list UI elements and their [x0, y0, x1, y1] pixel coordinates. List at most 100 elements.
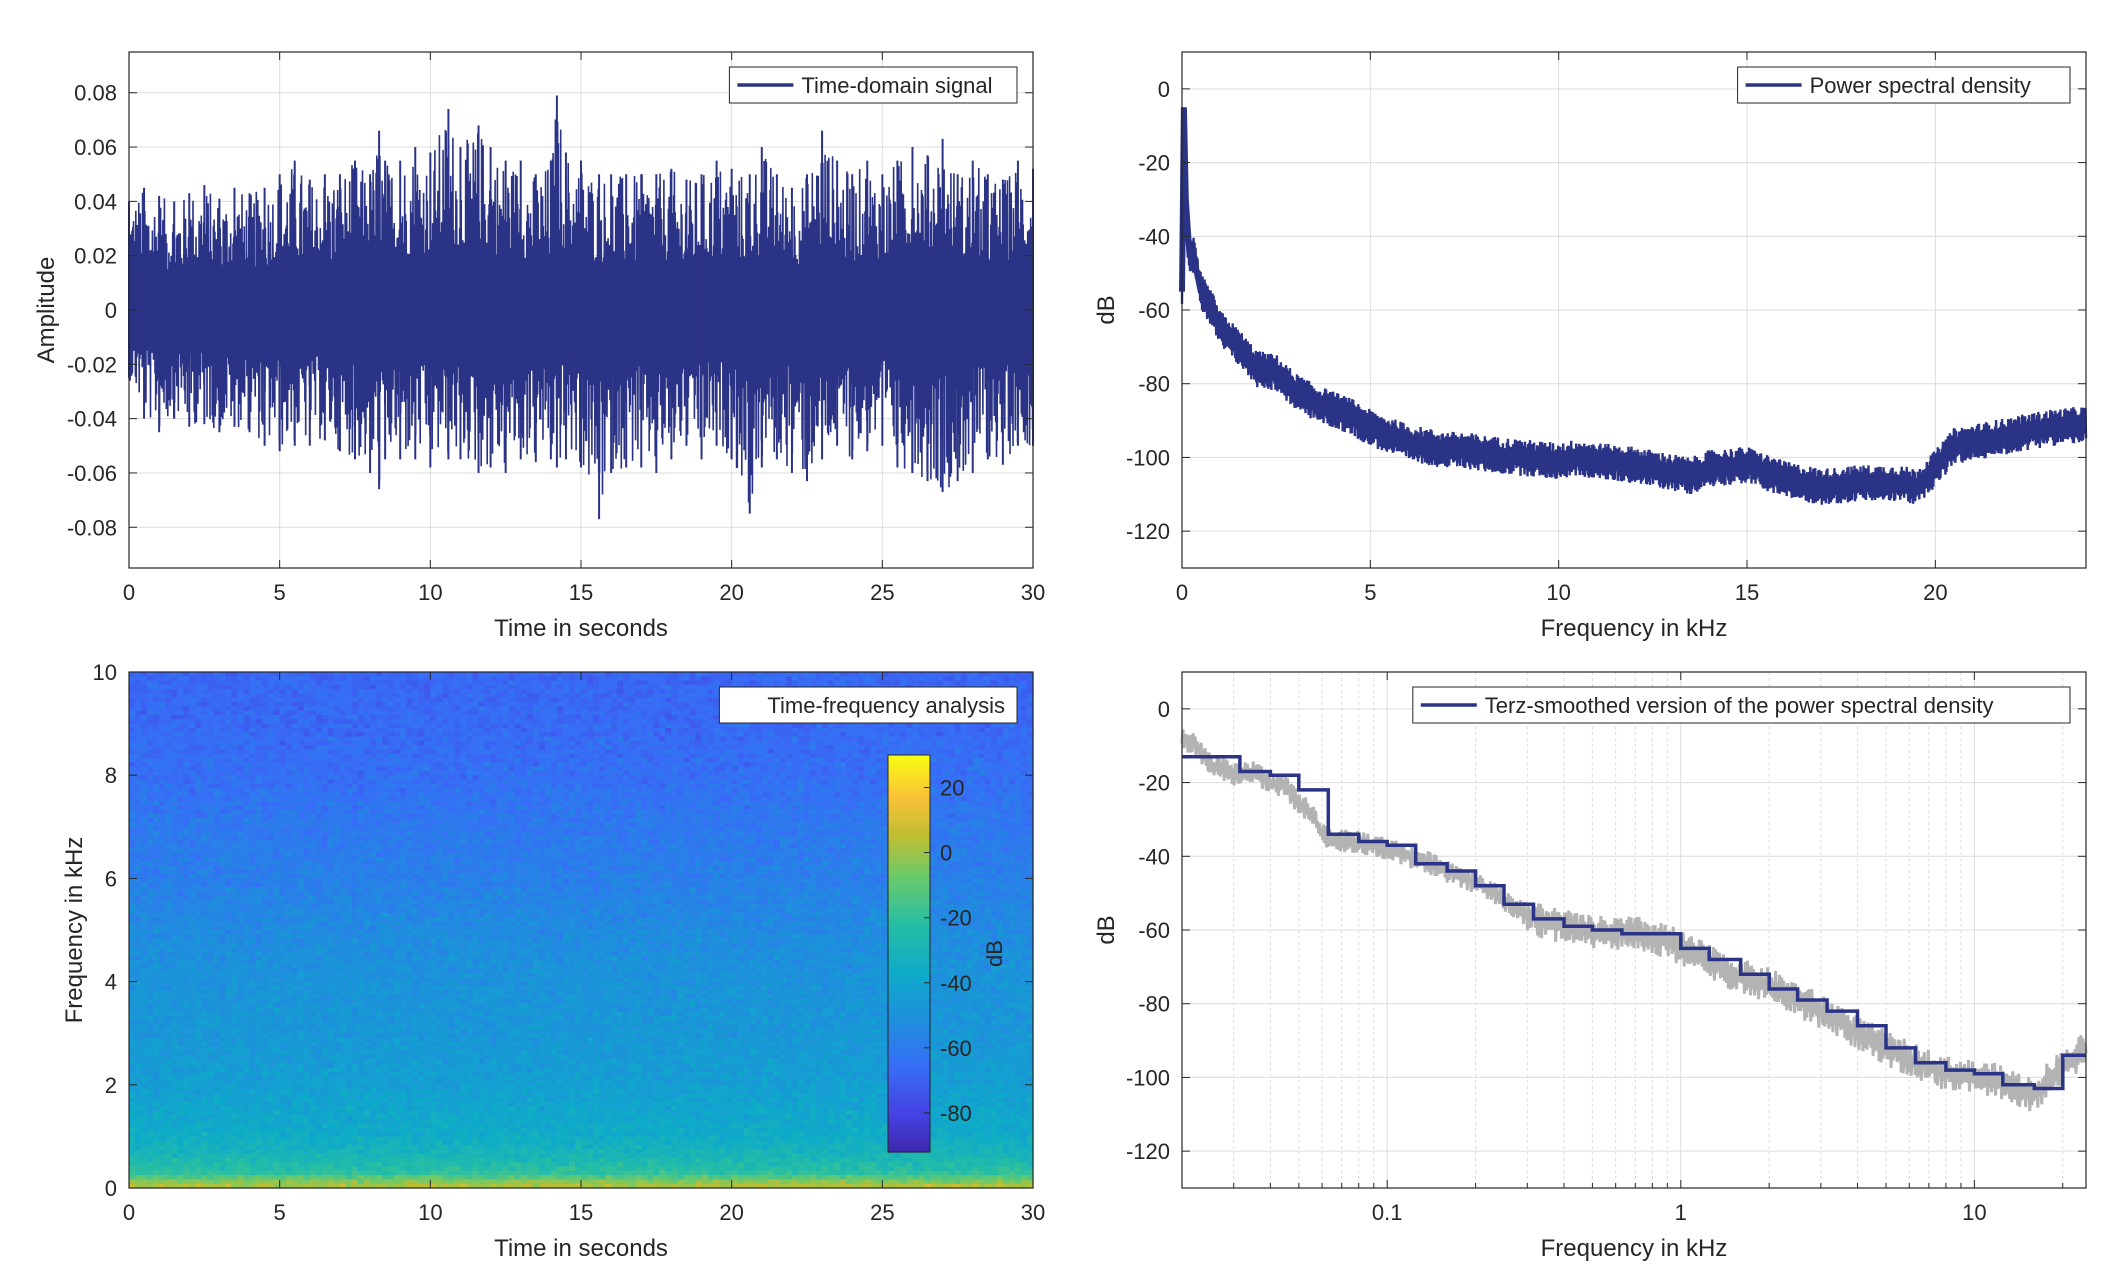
heatmap-cell — [544, 792, 552, 798]
heatmap-cell — [707, 801, 715, 806]
heatmap-cell — [749, 672, 757, 677]
heatmap-cell — [315, 770, 323, 776]
heatmap-cell — [671, 770, 679, 776]
heatmap-cell — [665, 676, 672, 682]
heatmap-cell — [309, 697, 317, 703]
heatmap-cell — [430, 689, 437, 695]
heatmap-cell — [725, 805, 733, 811]
heatmap-cell — [478, 689, 486, 695]
heatmap-cell — [147, 805, 154, 811]
heatmap-cell — [647, 723, 654, 729]
heatmap-cell — [840, 775, 847, 781]
heatmap-cell — [231, 779, 239, 785]
heatmap-cell — [201, 732, 208, 738]
heatmap-cell — [1020, 736, 1028, 742]
heatmap-cell — [376, 740, 383, 746]
heatmap-cell — [550, 689, 558, 695]
heatmap-cell — [942, 749, 950, 755]
heatmap-cell — [942, 792, 950, 798]
heatmap-cell — [749, 783, 757, 789]
heatmap-cell — [568, 783, 576, 789]
heatmap-cell — [725, 779, 733, 785]
heatmap-cell — [581, 740, 588, 746]
heatmap-cell — [562, 770, 570, 776]
heatmap-cell — [568, 732, 576, 738]
heatmap-cell — [641, 779, 648, 785]
heatmap-cell — [370, 715, 377, 720]
heatmap-cell — [737, 783, 745, 789]
heatmap-cell — [333, 740, 341, 746]
heatmap-cell — [514, 758, 522, 763]
heatmap-cell — [948, 779, 956, 785]
heatmap-cell — [400, 723, 407, 729]
heatmap-cell — [779, 805, 787, 811]
heatmap-cell — [351, 749, 359, 755]
heatmap-cell — [641, 684, 648, 690]
heatmap-cell — [285, 762, 293, 768]
heatmap-cell — [159, 693, 166, 699]
heatmap-cell — [484, 706, 492, 712]
heatmap-cell — [617, 805, 624, 811]
heatmap-cell — [749, 676, 757, 682]
heatmap-cell — [791, 805, 799, 811]
heatmap-cell — [785, 727, 793, 733]
heatmap-cell — [135, 693, 142, 699]
heatmap-cell — [291, 672, 299, 677]
heatmap-cell — [785, 788, 793, 793]
heatmap-cell — [810, 801, 817, 806]
heatmap-cell — [731, 680, 739, 686]
heatmap-cell — [743, 801, 751, 806]
heatmap-cell — [828, 775, 835, 781]
heatmap-cell — [261, 801, 269, 806]
heatmap-cell — [508, 740, 516, 746]
heatmap-cell — [520, 693, 528, 699]
heatmap-cell — [243, 758, 251, 763]
heatmap-cell — [990, 770, 998, 776]
heatmap-cell — [623, 766, 630, 772]
x-tick-label: 30 — [1021, 580, 1045, 605]
heatmap-cell — [1020, 689, 1028, 695]
heatmap-cell — [418, 715, 425, 720]
heatmap-cell — [725, 676, 733, 682]
heatmap-cell — [219, 727, 227, 733]
heatmap-cell — [562, 788, 570, 793]
heatmap-cell — [900, 745, 908, 750]
heatmap-cell — [834, 783, 841, 789]
heatmap-cell — [358, 783, 365, 789]
heatmap-cell — [978, 796, 986, 802]
heatmap-cell — [333, 783, 341, 789]
heatmap-cell — [249, 766, 257, 772]
heatmap-cell — [828, 770, 835, 776]
heatmap-cell — [954, 676, 962, 682]
heatmap-cell — [1002, 740, 1010, 746]
heatmap-cell — [165, 736, 172, 742]
heatmap-cell — [719, 732, 727, 738]
heatmap-cell — [201, 758, 208, 763]
heatmap-cell — [755, 723, 763, 729]
heatmap-cell — [358, 680, 365, 686]
heatmap-cell — [562, 719, 570, 725]
heatmap-cell — [574, 736, 582, 742]
heatmap-cell — [448, 796, 456, 802]
heatmap-cell — [587, 706, 594, 712]
heatmap-cell — [159, 792, 166, 798]
heatmap-cell — [749, 792, 757, 798]
heatmap-cell — [297, 689, 305, 695]
heatmap-cell — [496, 770, 504, 776]
heatmap-cell — [490, 689, 498, 695]
heatmap-cell — [822, 732, 829, 738]
heatmap-cell — [840, 727, 847, 733]
heatmap-cell — [400, 715, 407, 720]
heatmap-cell — [972, 749, 980, 755]
heatmap-cell — [816, 753, 823, 759]
heatmap-cell — [370, 805, 377, 811]
heatmap-cell — [201, 745, 208, 750]
heatmap-cell — [442, 710, 450, 716]
heatmap-cell — [810, 796, 817, 802]
heatmap-cell — [165, 805, 172, 811]
heatmap-cell — [141, 753, 148, 759]
heatmap-cell — [677, 706, 685, 712]
heatmap-cell — [526, 745, 534, 750]
heatmap-cell — [267, 740, 275, 746]
heatmap-cell — [1008, 796, 1016, 802]
